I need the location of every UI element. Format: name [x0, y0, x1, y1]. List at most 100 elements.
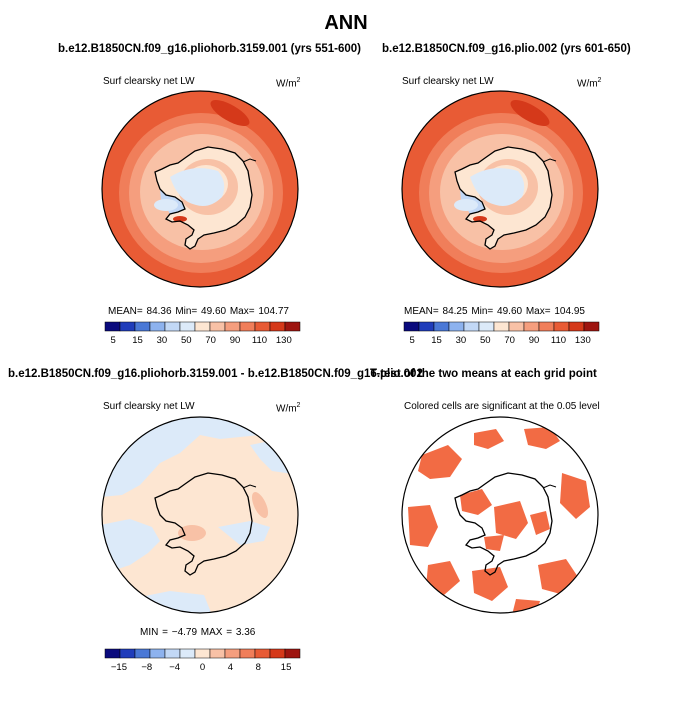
colorbar-box [538, 321, 555, 332]
colorbar-tick-label: 130 [276, 335, 292, 346]
colorbar-tick-label: 70 [205, 335, 216, 346]
colorbar-tick-label: 50 [181, 335, 192, 346]
colorbar-box [448, 321, 465, 332]
colorbar-tick-label: 30 [157, 335, 168, 346]
field-warm-patch [210, 100, 250, 126]
field-warm-patch [510, 100, 550, 126]
panel4-variable: Colored cells are significant at the 0.0… [404, 401, 600, 412]
significant-cells [474, 429, 504, 449]
panel1-units: W/m2 [276, 77, 301, 90]
colorbar-box [433, 321, 450, 332]
colorbar-box [179, 321, 196, 332]
panel3-variable: Surf clearsky net LW [103, 401, 195, 412]
colorbar-box [194, 321, 211, 332]
map-border [401, 90, 599, 288]
panel1-map [101, 90, 299, 288]
significant-cells [460, 489, 492, 515]
significant-cells [494, 501, 528, 539]
coastline-detail [542, 484, 557, 489]
significant-cells [408, 505, 438, 547]
diff-positive-patch [251, 492, 269, 518]
panel3-colorbar: −15 −8 −4 0 4 8 15 [104, 648, 301, 673]
panel1-stats: MEAN= 84.36 Min= 49.60 Max= 104.77 [108, 306, 289, 317]
significant-cells [512, 599, 540, 613]
colorbar-tick-label: −15 [111, 662, 127, 673]
colorbar-box [523, 321, 540, 332]
panel3-map [101, 416, 299, 614]
colorbar-box [418, 321, 435, 332]
colorbar-box [149, 648, 166, 659]
panel1-title: b.e12.B1850CN.f09_g16.pliohorb.3159.001 … [58, 43, 361, 55]
field-cold-region [154, 199, 178, 211]
colorbar-box [553, 321, 570, 332]
field-warm-patch [173, 216, 187, 222]
colorbar-box [284, 648, 301, 659]
panel1-colorbar: 5 15 30 50 70 90 110 130 [104, 321, 301, 346]
colorbar-box [269, 648, 286, 659]
colorbar-box [493, 321, 510, 332]
significant-cells [484, 535, 504, 551]
colorbar-box [239, 648, 256, 659]
diff-negative-area [102, 519, 160, 575]
colorbar-tick-label: −8 [141, 662, 152, 673]
panel1-variable: Surf clearsky net LW [103, 76, 195, 87]
field-cold-region [170, 168, 225, 206]
antarctica-coastline [454, 146, 553, 250]
panel3-title: b.e12.B1850CN.f09_g16.pliohorb.3159.001 … [8, 368, 423, 380]
colorbar-tick-label: 30 [456, 335, 467, 346]
map-border [401, 416, 599, 614]
colorbar-box [194, 648, 211, 659]
antarctica-coastline [454, 472, 553, 576]
significant-cells [530, 511, 550, 535]
colorbar-box [149, 321, 166, 332]
colorbar-box [119, 648, 136, 659]
panel2-colorbar: 5 15 30 50 70 90 110 130 [403, 321, 600, 346]
colorbar-box [568, 321, 585, 332]
colorbar-tick-label: 90 [230, 335, 241, 346]
colorbar-box [164, 321, 181, 332]
colorbar-tick-label: 8 [256, 662, 261, 673]
colorbar-box [583, 321, 600, 332]
colorbar-box [463, 321, 480, 332]
significant-cells [560, 473, 590, 519]
map-border [101, 416, 299, 614]
coastline-detail [242, 158, 257, 163]
diff-positive-patch [178, 525, 206, 541]
coastline-detail [242, 484, 257, 489]
colorbar-box [164, 648, 181, 659]
colorbar-tick-label: 15 [431, 335, 442, 346]
diff-positive-area [102, 417, 298, 613]
panel4-map [401, 416, 599, 614]
panel3-stats: MIN = −4.79 MAX = 3.36 [140, 627, 256, 638]
antarctica-coastline [154, 146, 253, 250]
colorbar-tick-label: 15 [281, 662, 292, 673]
coastline-detail [542, 158, 557, 163]
colorbar-tick-label: 110 [252, 335, 267, 346]
colorbar-box [224, 648, 241, 659]
panel4-title: T-test of the two means at each grid poi… [370, 368, 597, 380]
colorbar-box [403, 321, 420, 332]
antarctica-coastline [154, 472, 253, 576]
panel2-units: W/m2 [577, 77, 602, 90]
significant-cells [418, 445, 462, 479]
significant-cells [472, 567, 508, 601]
diff-negative-area [218, 521, 270, 545]
field-cold-region [454, 199, 478, 211]
colorbar-tick-label: 130 [575, 335, 591, 346]
colorbar-tick-label: 5 [111, 335, 116, 346]
colorbar-box [209, 648, 226, 659]
colorbar-box [134, 648, 151, 659]
panel3-units: W/m2 [276, 402, 301, 415]
colorbar-box [224, 321, 241, 332]
colorbar-tick-label: 5 [410, 335, 415, 346]
colorbar-tick-label: 50 [480, 335, 491, 346]
colorbar-box [254, 321, 271, 332]
colorbar-box [119, 321, 136, 332]
panel2-title: b.e12.B1850CN.f09_g16.plio.002 (yrs 601-… [382, 43, 631, 55]
field-cold-region [470, 168, 525, 206]
panel2-map [401, 90, 599, 288]
colorbar-box [508, 321, 525, 332]
colorbar-tick-label: 70 [504, 335, 515, 346]
colorbar-box [269, 321, 286, 332]
colorbar-tick-label: 0 [200, 662, 205, 673]
